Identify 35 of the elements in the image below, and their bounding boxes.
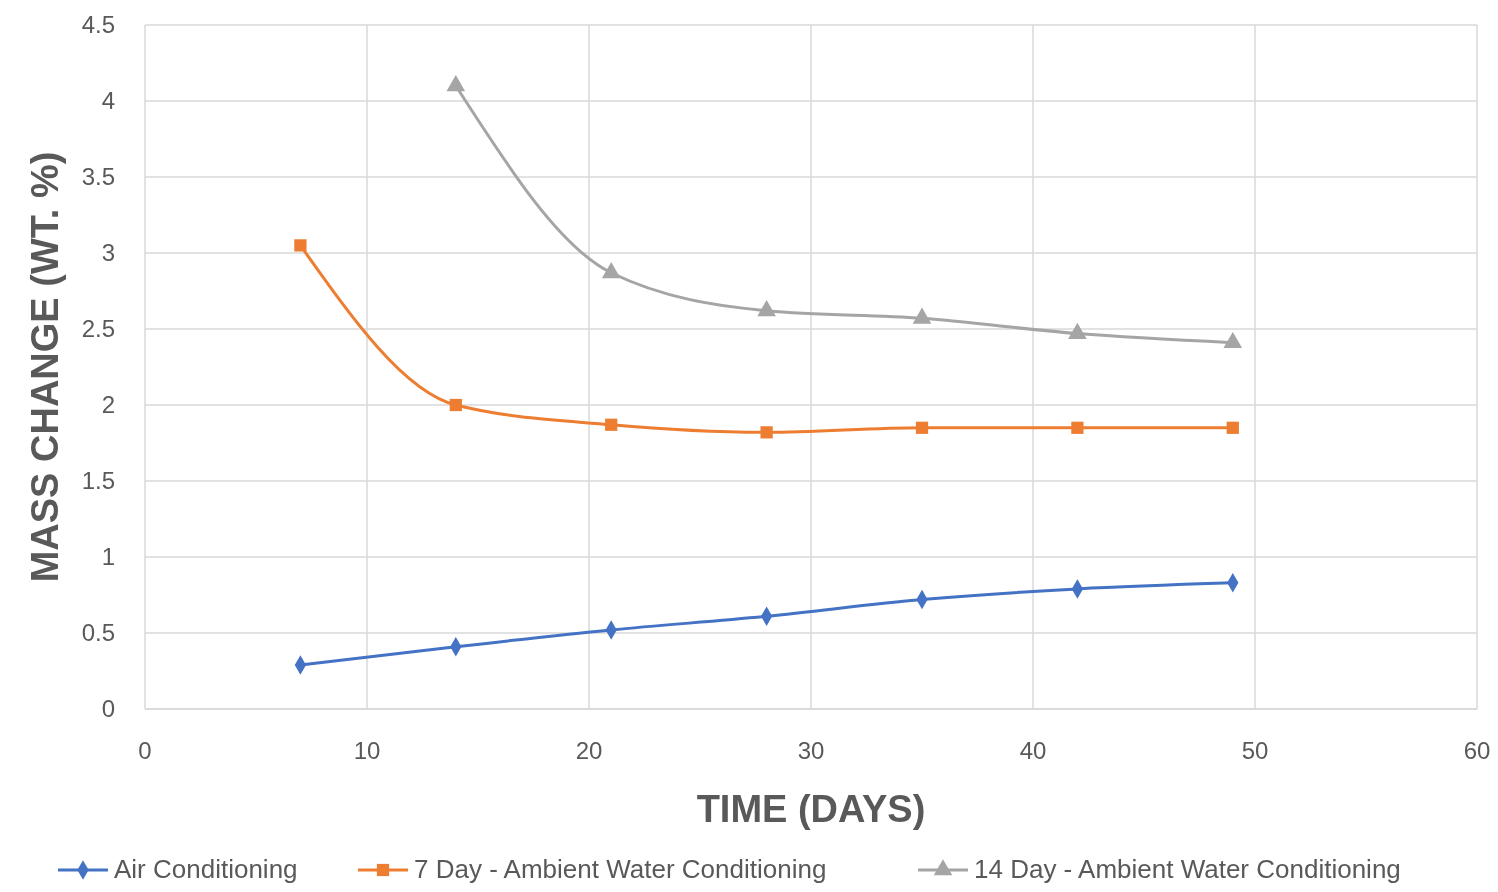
- legend-label: Air Conditioning: [114, 854, 298, 884]
- y-tick-label: 4: [101, 87, 115, 115]
- point: [449, 398, 462, 412]
- point: [1223, 331, 1243, 349]
- point: [760, 426, 773, 439]
- y-tick-label: 4.5: [81, 11, 115, 39]
- y-tick-label: 3: [101, 239, 115, 267]
- point: [1068, 322, 1087, 339]
- x-tick-label: 40: [1019, 737, 1047, 764]
- y-tick-label: 1: [101, 543, 115, 571]
- x-axis-title: TIME (DAYS): [696, 788, 926, 830]
- y-tick-label: 0.5: [81, 619, 115, 647]
- point: [446, 75, 466, 92]
- y-tick-label: 2.5: [81, 315, 115, 343]
- y-tick-label: 2: [101, 391, 115, 419]
- x-tick-label: 60: [1463, 737, 1491, 764]
- x-tick-label: 30: [797, 737, 825, 764]
- point: [1226, 421, 1239, 434]
- point: [601, 262, 621, 279]
- x-tick-label: 20: [575, 737, 603, 764]
- x-tick-label: 0: [138, 737, 152, 764]
- legend-label: 14 Day - Ambient Water Conditioning: [974, 854, 1401, 884]
- point: [915, 421, 929, 434]
- point: [912, 307, 932, 324]
- y-tick-label: 1.5: [81, 467, 115, 495]
- point: [1071, 421, 1084, 434]
- point: [605, 418, 618, 431]
- point: [757, 300, 776, 317]
- x-tick-label: 50: [1241, 737, 1269, 764]
- point: [294, 239, 307, 252]
- y-tick-label: 3.5: [81, 163, 115, 191]
- y-axis-title: MASS CHANGE (WT. %): [24, 151, 66, 583]
- y-tick-label: 0: [101, 695, 115, 723]
- legend-label: 7 Day - Ambient Water Conditioning: [414, 854, 827, 884]
- x-tick-label: 10: [353, 737, 381, 764]
